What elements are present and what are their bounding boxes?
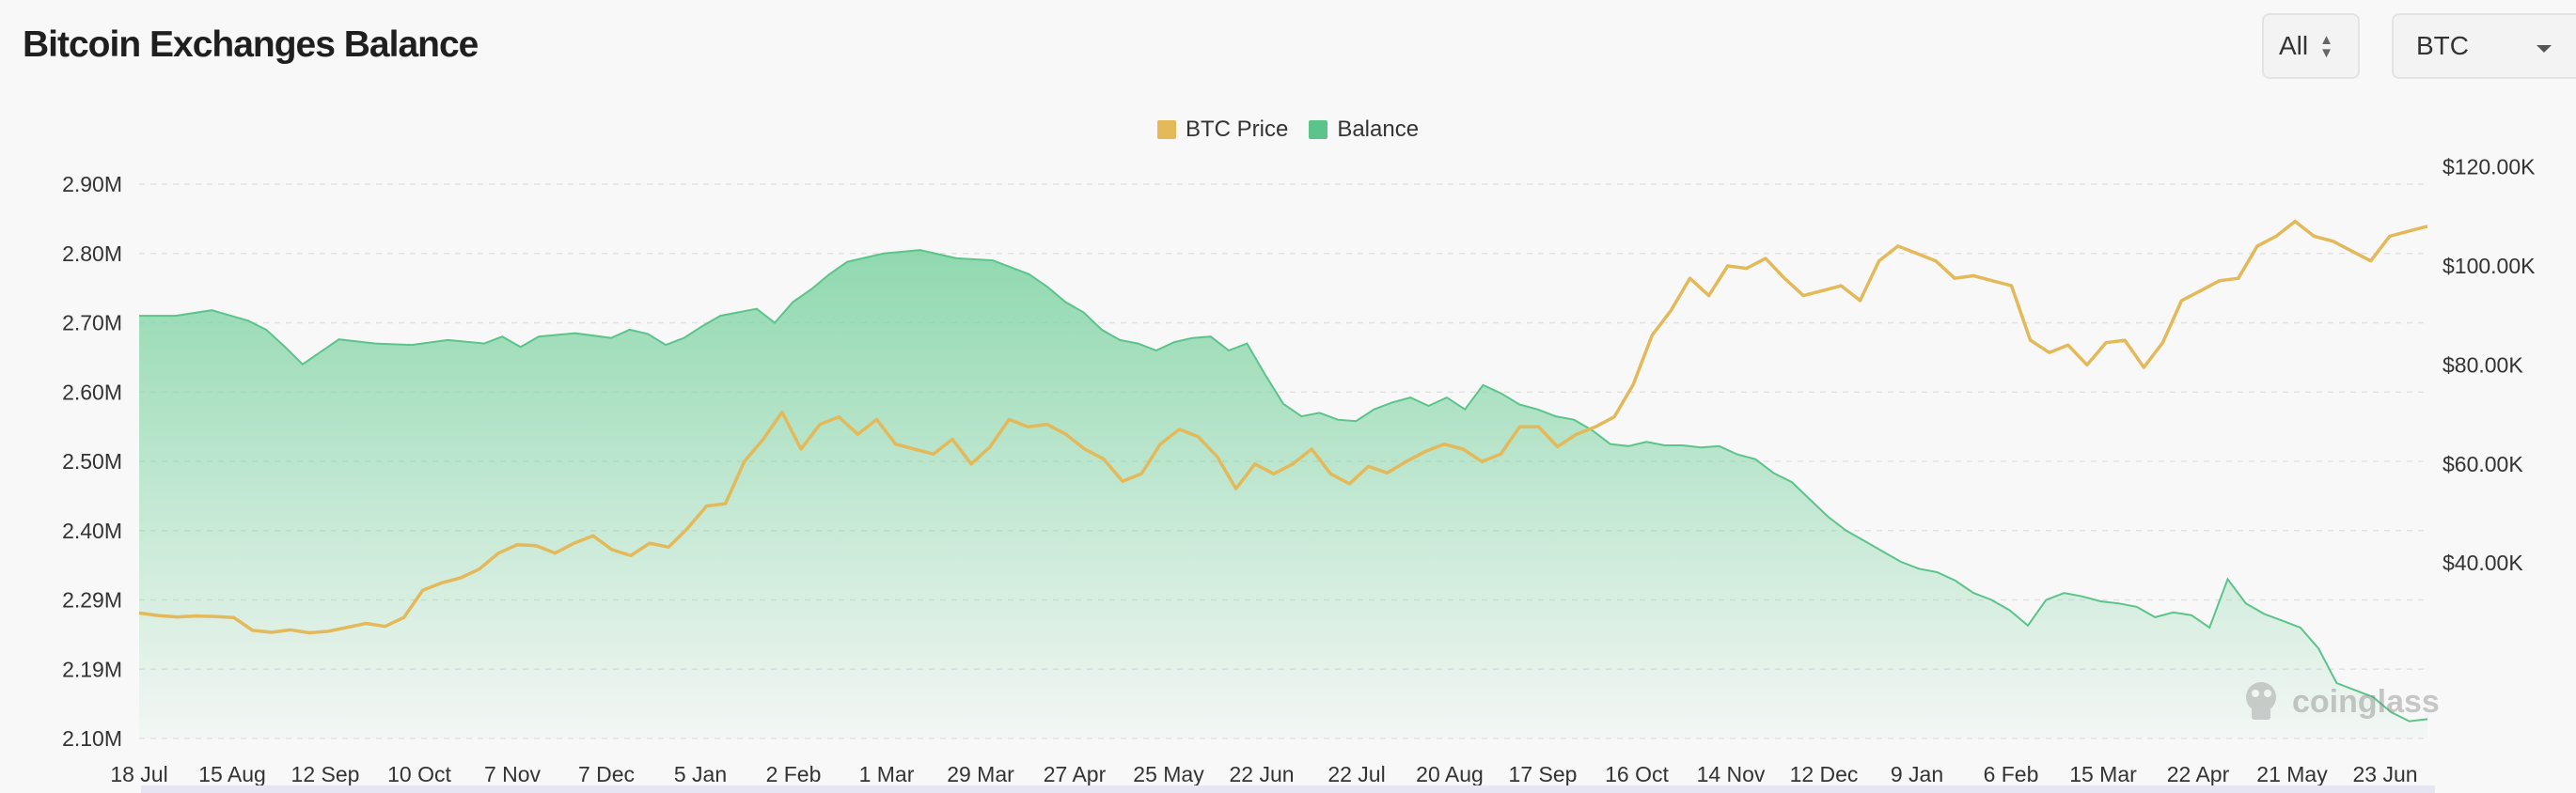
balance-line [139,249,2428,723]
y-right-tick-label: $120.00K [2442,155,2536,179]
watermark-text: coinglass [2292,684,2440,720]
x-tick-label: 14 Nov [1697,762,1766,786]
x-tick-label: 15 Aug [198,762,266,786]
time-range-select[interactable]: All ▲ ▼ [2262,13,2360,79]
x-tick-label: 22 Jun [1229,762,1294,786]
legend-item-price[interactable]: BTC Price [1156,117,1289,143]
x-tick-label: 18 Jul [110,762,167,786]
x-tick-label: 12 Sep [291,762,360,786]
x-tick-label: 5 Jan [674,762,727,786]
y-left-tick-label: 2.60M [62,380,122,404]
y-left-tick-label: 2.10M [62,726,122,751]
x-tick-label: 16 Oct [1605,762,1669,786]
y-left-tick-label: 2.29M [62,588,122,613]
y-axis-left: 2.90M 2.80M 2.70M 2.60M 2.50M 2.40M 2.29M 2.19M… [62,172,122,751]
y-left-tick-label: 2.19M [62,657,122,681]
y-right-tick-label: $80.00K [2442,352,2523,377]
coinglass-logo-icon [2246,682,2276,720]
x-tick-label: 23 Jun [2352,762,2417,786]
legend-label-balance: Balance [1337,117,1420,142]
time-range-value: All [2279,31,2309,60]
x-tick-label: 12 Dec [1790,762,1859,786]
x-tick-label: 25 May [1133,762,1204,786]
x-tick-label: 15 Mar [2069,762,2137,786]
asset-select[interactable]: BTC [2392,13,2576,79]
y-right-tick-label: $40.00K [2442,551,2523,575]
x-tick-label: 7 Dec [578,762,635,786]
y-right-tick-label: $60.00K [2442,452,2523,476]
x-tick-label: 6 Feb [1984,762,2039,786]
caret-down-icon [2537,45,2552,53]
legend-swatch-balance [1309,120,1328,139]
y-left-tick-label: 2.90M [62,172,122,196]
balance-area [139,249,2428,739]
x-tick-label: 1 Mar [859,762,915,786]
x-tick-label: 2 Feb [766,762,822,786]
balance-area-fill [139,250,2427,739]
x-tick-label: 20 Aug [1416,762,1484,786]
x-tick-label: 29 Mar [947,762,1014,786]
asset-value: BTC [2416,31,2469,60]
legend-label-price: BTC Price [1185,117,1289,142]
x-tick-label: 21 May [2256,762,2328,786]
x-tick-label: 7 Nov [484,762,542,786]
y-right-tick-label: $100.00K [2442,254,2536,278]
x-tick-label: 27 Apr [1044,762,1107,786]
btc-price-line [138,219,2428,635]
chart-legend: BTC Price Balance [0,117,2576,143]
x-tick-label: 10 Oct [387,762,451,786]
legend-item-balance[interactable]: Balance [1309,117,1419,143]
y-left-tick-label: 2.50M [62,449,122,474]
y-left-tick-label: 2.70M [62,311,122,335]
x-tick-label: 22 Jul [1327,762,1385,786]
chart-scrollbar[interactable] [141,785,2435,793]
watermark: coinglass [2246,682,2440,720]
x-tick-label: 17 Sep [1509,762,1578,786]
y-left-tick-label: 2.40M [62,519,122,543]
x-tick-label: 22 Apr [2167,762,2230,786]
legend-swatch-price [1156,120,1176,139]
x-axis: 18 Jul 15 Aug 12 Sep 10 Oct 7 Nov 7 Dec 5 Jan 2… [110,762,2417,786]
x-tick-label: 9 Jan [1891,762,1943,786]
series-lines [138,219,2428,635]
updown-chevron-icon: ▲ ▼ [2319,32,2333,61]
page-title: Bitcoin Exchanges Balance [23,24,479,65]
y-axis-right: $120.00K $100.00K $80.00K $60.00K $40.00K [2442,155,2536,576]
y-left-tick-label: 2.80M [62,241,122,266]
